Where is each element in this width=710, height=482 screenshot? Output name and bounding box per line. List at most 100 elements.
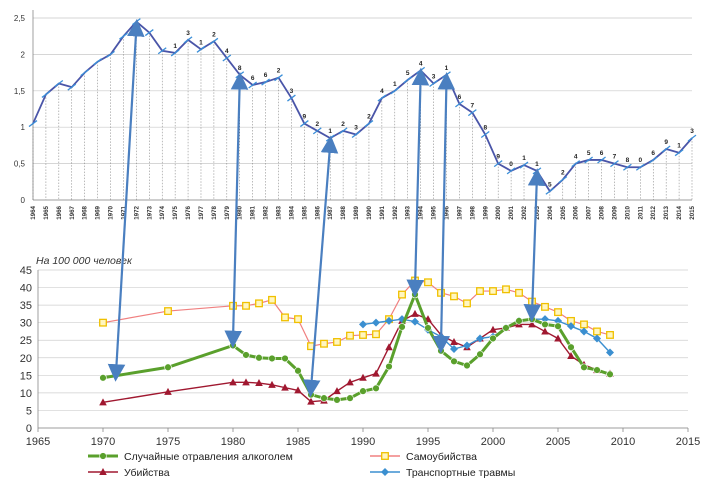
top-point-label: 8 [238, 65, 242, 72]
top-x-tick-label: 2008 [599, 205, 606, 219]
bottom-x-tick-label: 1990 [351, 436, 375, 448]
data-point-circle [346, 394, 354, 402]
bottom-chart-x-ticks: 1965 1970 1975 1980 1985 1990 1995 2000 2005 2010… [26, 428, 700, 448]
top-y-tick-label: 0,5 [14, 160, 26, 169]
top-x-tick-label: 1973 [146, 205, 153, 219]
connector-arrow [107, 18, 145, 382]
top-point-marker [390, 87, 400, 95]
data-point-triangle [372, 369, 380, 377]
top-point-label: 1 [522, 155, 526, 162]
top-point-label: 5 [406, 70, 410, 77]
connector-arrows [107, 18, 546, 398]
bottom-x-tick-label: 2010 [611, 436, 635, 448]
top-point-marker [93, 58, 102, 66]
top-point-label: 6 [651, 150, 655, 157]
data-point-diamond [359, 320, 367, 329]
connector-arrow [224, 71, 249, 349]
top-point-marker [571, 160, 581, 168]
top-y-tick-label: 2,5 [14, 14, 26, 23]
data-point-circle [567, 343, 575, 351]
data-point-circle [242, 351, 250, 359]
top-x-tick-label: 1972 [133, 205, 140, 219]
data-point-circle [541, 320, 549, 329]
top-x-tick-label: 1989 [353, 205, 360, 219]
bottom-x-tick-label: 2000 [481, 436, 505, 448]
top-x-tick-label: 1981 [250, 205, 257, 219]
top-point-label: 2 [315, 121, 319, 128]
top-point-marker [80, 69, 90, 77]
top-y-tick-label: 2 [21, 50, 26, 59]
bottom-chart-series [99, 276, 614, 406]
data-point-square [593, 327, 601, 336]
data-point-circle [398, 323, 406, 331]
data-point-circle [99, 374, 107, 382]
top-point-marker [196, 45, 206, 53]
data-point-square [381, 452, 389, 460]
data-point-circle [294, 367, 302, 375]
data-point-circle [385, 362, 393, 371]
top-y-tick-label: 1 [21, 123, 26, 132]
bottom-y-tick-label: 35 [20, 300, 32, 312]
data-point-circle [411, 290, 419, 299]
top-point-label: 9 [664, 139, 668, 146]
top-point-label: 5 [587, 150, 591, 157]
bottom-chart-y-ticks: 0 5 10 15 20 25 30 35 40 45 [20, 265, 32, 435]
top-point-label: 2 [341, 121, 345, 128]
top-point-label: 3 [186, 30, 190, 37]
top-point-label: 0 [509, 161, 513, 168]
data-point-square [333, 338, 341, 346]
data-point-circle [164, 363, 172, 371]
top-point-marker [287, 94, 296, 102]
top-point-marker [28, 120, 38, 128]
bottom-y-tick-label: 30 [20, 318, 32, 330]
data-point-circle [229, 341, 237, 350]
bottom-y-tick-label: 20 [20, 353, 32, 365]
data-point-triangle [528, 320, 536, 328]
top-x-tick-label: 2015 [689, 205, 696, 219]
top-point-marker [403, 76, 413, 84]
top-x-tick-label: 1966 [56, 205, 63, 219]
data-point-square [294, 315, 302, 324]
data-point-triangle [385, 343, 393, 351]
top-x-tick-label: 1976 [185, 205, 192, 219]
top-point-marker [351, 130, 361, 138]
bottom-x-tick-label: 2015 [676, 436, 700, 448]
top-point-marker [183, 36, 193, 44]
top-x-tick-label: 1985 [301, 205, 308, 219]
top-point-label: 6 [458, 94, 462, 101]
data-point-square [476, 287, 484, 296]
top-x-tick-label: 1978 [211, 205, 218, 219]
top-point-label: 3 [690, 128, 694, 135]
top-point-marker [674, 149, 684, 157]
top-y-tick-label: 1,5 [14, 87, 26, 96]
data-point-square [398, 290, 406, 299]
top-x-tick-label: 1998 [469, 205, 476, 219]
top-x-tick-label: 1965 [43, 205, 50, 219]
top-x-tick-label: 1980 [237, 205, 244, 219]
top-x-tick-label: 1977 [198, 205, 205, 219]
data-point-circle [255, 354, 263, 362]
data-point-circle [437, 347, 445, 355]
bottom-series-line [102, 279, 611, 347]
top-x-tick-label: 1969 [95, 205, 102, 219]
data-point-diamond [554, 316, 562, 325]
bottom-y-tick-label: 45 [20, 265, 32, 277]
top-x-tick-label: 2012 [650, 205, 657, 219]
data-point-square [242, 301, 250, 310]
top-x-tick-label: 1982 [263, 205, 270, 219]
top-point-label: 4 [380, 88, 384, 95]
top-point-marker [299, 120, 309, 128]
top-point-label: 2 [367, 114, 371, 121]
top-point-marker [338, 127, 348, 135]
top-chart: 00,511,522,5 1964 1965 1966 1967 1968 1969 197… [14, 10, 697, 220]
top-point-marker [261, 78, 270, 86]
data-point-circle [281, 354, 289, 363]
data-point-circle [359, 387, 367, 395]
data-point-square [255, 299, 263, 308]
connector-arrow [302, 135, 339, 398]
data-point-circle [502, 324, 510, 332]
bottom-x-tick-label: 1965 [26, 436, 50, 448]
data-point-diamond [593, 334, 601, 343]
data-point-triangle [333, 387, 341, 395]
